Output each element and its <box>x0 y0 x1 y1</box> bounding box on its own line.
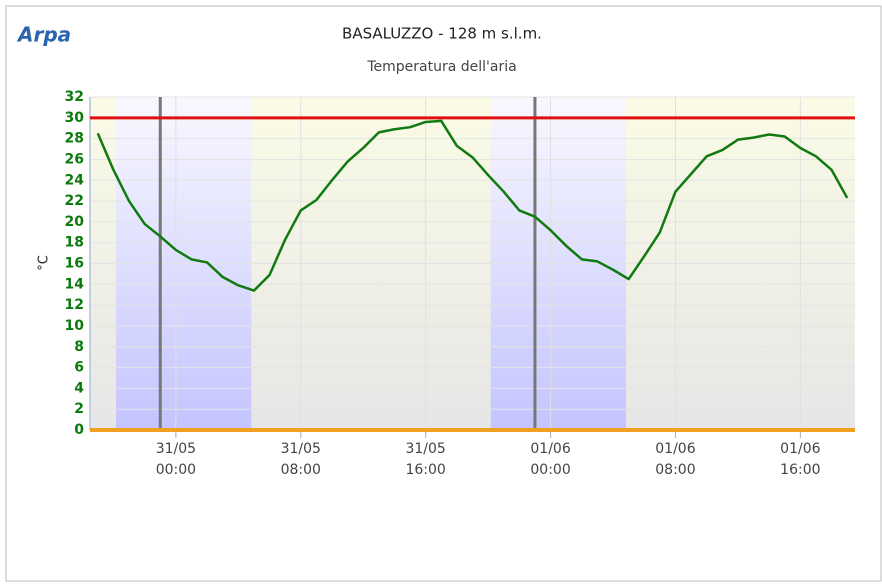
x-tick-date: 01/06 <box>655 441 695 457</box>
x-tick-date: 31/05 <box>281 441 321 457</box>
plot-area: 0246810121416182022242628303231/0500:003… <box>65 89 855 478</box>
y-tick-label: 2 <box>74 401 84 417</box>
y-tick-label: 16 <box>65 256 84 272</box>
y-tick-label: 30 <box>65 110 85 126</box>
y-tick-label: 22 <box>65 193 84 209</box>
y-tick-label: 28 <box>65 131 84 147</box>
x-tick-time: 00:00 <box>530 462 570 478</box>
y-tick-label: 20 <box>65 214 85 230</box>
x-tick-time: 00:00 <box>156 462 196 478</box>
y-tick-label: 32 <box>65 89 84 105</box>
y-tick-label: 26 <box>65 151 84 167</box>
y-tick-label: 10 <box>65 318 85 334</box>
logo: Arpa <box>16 23 71 47</box>
temperature-line <box>96 119 849 292</box>
y-tick-label: 12 <box>65 297 84 313</box>
x-tick-time: 08:00 <box>655 462 695 478</box>
x-tick-time: 16:00 <box>780 462 820 478</box>
x-tick-time: 08:00 <box>281 462 321 478</box>
y-tick-label: 14 <box>65 276 85 292</box>
x-tick-date: 01/06 <box>780 441 820 457</box>
x-tick-date: 31/05 <box>156 441 196 457</box>
y-tick-label: 6 <box>74 360 84 376</box>
x-tick-date: 31/05 <box>405 441 445 457</box>
x-tick-date: 01/06 <box>530 441 570 457</box>
y-tick-label: 8 <box>74 339 84 355</box>
y-tick-label: 18 <box>65 235 84 251</box>
y-tick-label: 4 <box>74 380 84 396</box>
chart-title: BASALUZZO - 128 m s.l.m. <box>342 25 542 43</box>
y-tick-label: 24 <box>65 172 85 188</box>
chart-subtitle: Temperatura dell'aria <box>366 59 516 75</box>
x-tick-time: 16:00 <box>405 462 445 478</box>
y-tick-label: 0 <box>74 422 84 438</box>
y-axis-label: °C <box>37 255 52 271</box>
